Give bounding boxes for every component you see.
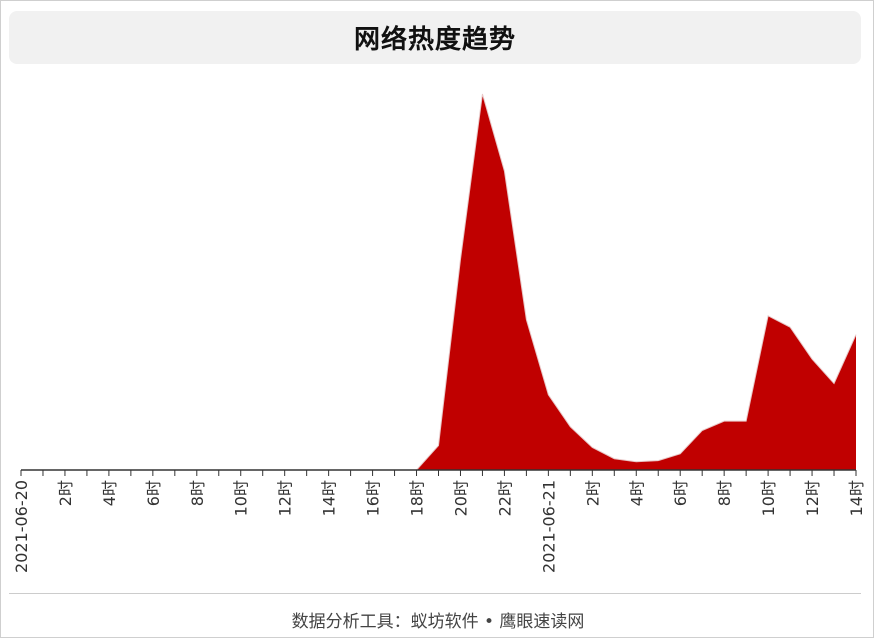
data-point: [502, 169, 506, 173]
data-point: [590, 445, 594, 449]
data-point: [700, 429, 704, 433]
x-tick-label: 6时: [671, 480, 690, 506]
data-point: [458, 257, 462, 261]
data-point: [744, 419, 748, 423]
data-point: [788, 325, 792, 329]
x-tick-label: 8时: [715, 480, 734, 506]
x-tick-label: 4时: [627, 480, 646, 506]
data-point: [766, 314, 770, 318]
data-point: [634, 460, 638, 464]
footer-divider: [9, 593, 861, 594]
data-point: [546, 393, 550, 397]
x-tick-label: 12时: [276, 480, 295, 516]
x-axis: [20, 469, 857, 476]
data-point: [832, 382, 836, 386]
title-bar: 网络热度趋势: [9, 11, 861, 64]
footer-source: 数据分析工具：蚁坊软件 • 鹰眼速读网: [291, 612, 585, 632]
x-tick-label: 20时: [451, 480, 470, 516]
x-tick-label: 16时: [364, 480, 383, 516]
area-series: [21, 94, 856, 470]
x-tick-label: 4时: [100, 480, 119, 506]
data-point: [480, 92, 484, 96]
area-chart: 2021-06-20 2时 4时 6时 8时 10时 12时 14时 16时 18时 20时 22时 2…: [12, 92, 866, 573]
x-tick-label: 14时: [847, 480, 866, 516]
data-point: [722, 419, 726, 423]
data-point: [810, 357, 814, 361]
x-tick-label: 10时: [232, 480, 251, 516]
data-point: [656, 459, 660, 463]
x-tick-label: 14时: [320, 480, 339, 516]
chart-title: 网络热度趋势: [353, 25, 516, 55]
x-tick-label: 18时: [408, 480, 427, 516]
data-point: [437, 444, 441, 448]
data-point: [854, 333, 858, 337]
x-tick-label: 22时: [495, 480, 514, 516]
data-point: [568, 425, 572, 429]
x-tick-label: 2时: [583, 480, 602, 506]
data-point: [612, 457, 616, 461]
x-tick-label: 10时: [759, 480, 778, 516]
data-point: [678, 452, 682, 456]
x-tick-label: 8时: [188, 480, 207, 506]
area-layer: [21, 92, 858, 471]
x-tick-label: 2时: [56, 480, 75, 506]
data-point: [524, 318, 528, 322]
x-tick-label: 6时: [144, 480, 163, 506]
x-tick-labels: 2021-06-20 2时 4时 6时 8时 10时 12时 14时 16时 18时 20时 22时 2…: [12, 480, 866, 573]
series-line: [21, 93, 857, 471]
x-tick-label: 2021-06-20: [12, 480, 31, 573]
x-tick-label: 12时: [803, 480, 822, 516]
x-tick-label: 2021-06-21: [539, 480, 558, 573]
